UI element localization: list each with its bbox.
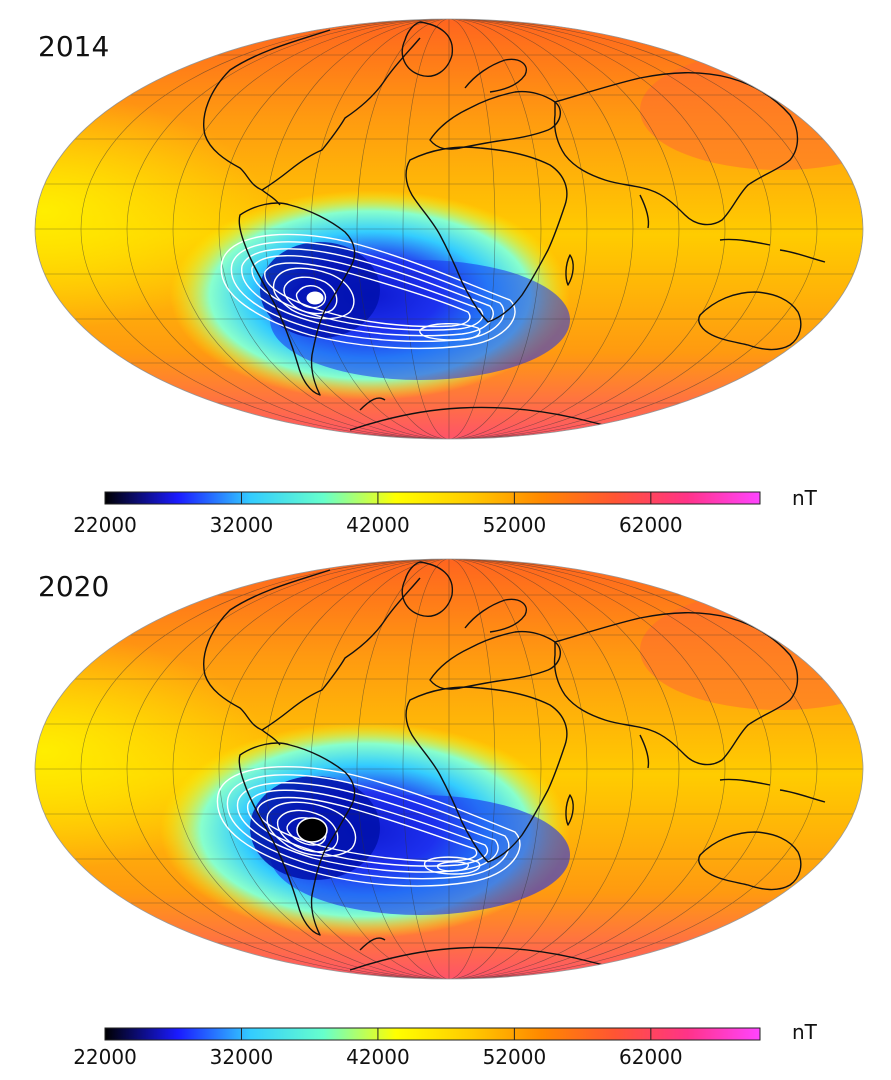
colorbar-tick-label: 22000 [73,1045,137,1069]
year-label: 2020 [38,570,110,603]
colorbar-tick-label: 22000 [73,513,137,537]
colorbar-unit: nT [792,486,817,510]
colorbar-tick-label: 32000 [209,513,274,537]
colorbar-2020 [104,1027,761,1041]
colorbar-tick-label: 42000 [346,513,410,537]
colorbar-gradient [104,1027,761,1041]
colorbar-tick-label: 52000 [482,1045,547,1069]
colorbar-tick-label: 62000 [619,513,683,537]
year-label: 2014 [38,30,110,63]
colorbar-tick-label: 42000 [346,1045,410,1069]
colorbar-tick-label: 62000 [619,1045,683,1069]
colorbar-unit: nT [792,1020,817,1044]
colorbar-tick-label: 52000 [482,513,547,537]
world-map-2020 [34,558,864,980]
world-map-2014 [34,18,864,440]
colorbar-gradient [104,491,761,505]
colorbar-tick-label: 32000 [209,1045,274,1069]
colorbar-2014 [104,491,761,505]
map-panel-2020: 2020 [0,540,891,1080]
map-panel-2014: 2014 [34,18,864,440]
